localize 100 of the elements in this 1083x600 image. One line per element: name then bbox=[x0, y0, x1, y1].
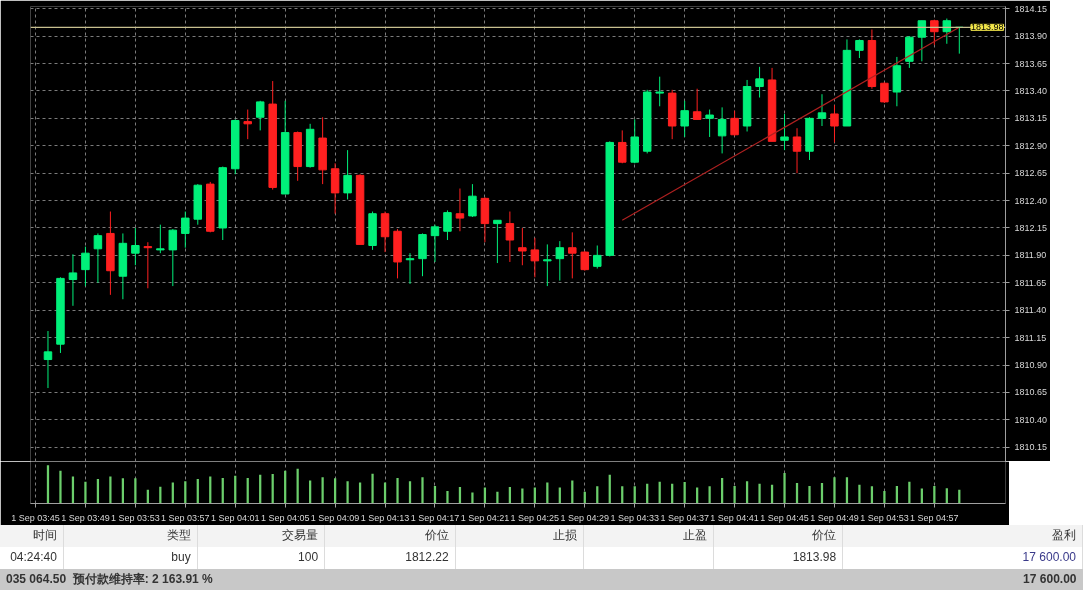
candlestick bbox=[543, 243, 552, 287]
text: 1813.98 bbox=[713, 547, 843, 569]
x-tick-label: 1 Sep 04:21 bbox=[460, 512, 510, 523]
y-tick-label: 1813.90 bbox=[1014, 31, 1048, 42]
bar bbox=[346, 481, 349, 504]
text: 17 600.00 bbox=[1022, 571, 1078, 588]
candlestick bbox=[618, 129, 627, 164]
candlestick bbox=[343, 149, 352, 200]
y-tick-label: 1810.90 bbox=[1014, 360, 1048, 371]
bar bbox=[883, 490, 886, 504]
candlestick bbox=[143, 241, 153, 289]
candlestick bbox=[680, 100, 689, 138]
candlestick bbox=[880, 81, 889, 104]
bar bbox=[421, 477, 424, 504]
text: 1812.22 bbox=[324, 547, 456, 569]
x-tick-label: 1 Sep 04:09 bbox=[310, 512, 360, 523]
ref-line-label: 1813.98 bbox=[970, 22, 1004, 33]
bar bbox=[833, 477, 836, 504]
candlestick bbox=[518, 227, 527, 266]
candlestick bbox=[255, 100, 265, 131]
text: 17 600.00 bbox=[842, 547, 1083, 569]
x-tick-label: 1 Sep 04:17 bbox=[410, 512, 460, 523]
x-tick-label: 1 Sep 04:49 bbox=[810, 512, 859, 523]
text: 时间 bbox=[0, 525, 64, 547]
y-tick-label: 1810.15 bbox=[1014, 442, 1048, 453]
x-tick-label: 1 Sep 04:53 bbox=[860, 512, 909, 523]
bar bbox=[109, 476, 112, 504]
y-tick-label: 1811.90 bbox=[1014, 250, 1047, 261]
candlestick bbox=[817, 93, 827, 127]
x-tick-label: 1 Sep 04:33 bbox=[610, 512, 659, 523]
text: 04:24:40 bbox=[0, 547, 64, 569]
candlestick bbox=[930, 19, 939, 46]
x-tick-label: 1 Sep 04:05 bbox=[260, 512, 310, 523]
text: buy bbox=[63, 547, 198, 569]
bar bbox=[471, 492, 474, 504]
y-tick-label: 1812.40 bbox=[1014, 195, 1048, 206]
candlestick bbox=[181, 211, 190, 249]
y-tick-label: 1812.90 bbox=[1014, 140, 1048, 151]
candlestick bbox=[705, 109, 714, 138]
bar bbox=[733, 485, 736, 504]
text: 交易量 bbox=[197, 525, 325, 547]
candlestick bbox=[942, 18, 952, 45]
text: 盈利 bbox=[842, 525, 1083, 547]
y-tick-label: 1813.15 bbox=[1014, 113, 1048, 124]
text: 035 064.50 预付款维持率: 2 163.91 % bbox=[6, 572, 213, 586]
x-tick-label: 1 Sep 04:37 bbox=[660, 512, 709, 523]
y-tick-label: 1812.15 bbox=[1014, 222, 1048, 233]
bar bbox=[758, 483, 761, 504]
bar bbox=[396, 477, 399, 504]
text: 类型 bbox=[63, 525, 198, 547]
text: 止损 bbox=[455, 525, 584, 547]
x-tick-label: 1 Sep 04:25 bbox=[510, 512, 560, 523]
text: 止盈 bbox=[583, 525, 714, 547]
x-tick-label: 1 Sep 03:45 bbox=[11, 512, 60, 523]
bar bbox=[371, 473, 374, 504]
x-tick-label: 1 Sep 04:57 bbox=[910, 512, 959, 523]
text: 价位 bbox=[713, 525, 843, 547]
candlestick bbox=[93, 232, 103, 284]
y-tick-label: 1810.65 bbox=[1014, 387, 1048, 398]
candlestick bbox=[917, 20, 927, 62]
candlestick bbox=[780, 113, 789, 151]
candlestick bbox=[455, 188, 465, 232]
y-tick-label: 1811.40 bbox=[1014, 305, 1047, 316]
y-tick-label: 1812.65 bbox=[1014, 168, 1048, 179]
candlestick bbox=[405, 252, 415, 285]
x-tick-label: 1 Sep 03:49 bbox=[61, 512, 110, 523]
candlestick bbox=[568, 231, 577, 279]
candlestick bbox=[156, 224, 165, 254]
x-tick-label: 1 Sep 04:29 bbox=[560, 512, 610, 523]
x-tick-label: 1 Sep 04:01 bbox=[210, 512, 260, 523]
bar bbox=[783, 472, 786, 504]
candlestick bbox=[493, 219, 502, 264]
candlestick bbox=[468, 183, 477, 218]
candlestick bbox=[430, 224, 440, 263]
y-tick-label: 1813.40 bbox=[1014, 85, 1048, 96]
candlestick bbox=[755, 66, 764, 98]
candlestick bbox=[168, 228, 178, 287]
candlestick bbox=[555, 240, 565, 282]
text: 价位 bbox=[324, 525, 456, 547]
candlestick bbox=[68, 253, 78, 307]
bar bbox=[496, 491, 499, 504]
candlestick bbox=[655, 76, 664, 107]
candlestick bbox=[443, 209, 452, 241]
candlestick bbox=[692, 88, 702, 120]
bar bbox=[59, 470, 62, 504]
candlestick bbox=[505, 211, 515, 263]
candlestick bbox=[792, 127, 802, 174]
x-tick-label: 1 Sep 04:45 bbox=[760, 512, 809, 523]
bar bbox=[808, 485, 811, 504]
y-tick-label: 1814.15 bbox=[1014, 3, 1048, 14]
y-tick-label: 1811.65 bbox=[1014, 277, 1047, 288]
x-tick-label: 1 Sep 03:53 bbox=[111, 512, 160, 523]
candlestick bbox=[131, 227, 140, 266]
candlestick bbox=[243, 109, 252, 140]
candlestick bbox=[43, 330, 53, 389]
y-tick-label: 1810.40 bbox=[1014, 414, 1048, 425]
bar bbox=[446, 490, 449, 504]
candlestick bbox=[730, 110, 739, 137]
bar bbox=[84, 481, 87, 504]
candlestick bbox=[380, 211, 390, 253]
